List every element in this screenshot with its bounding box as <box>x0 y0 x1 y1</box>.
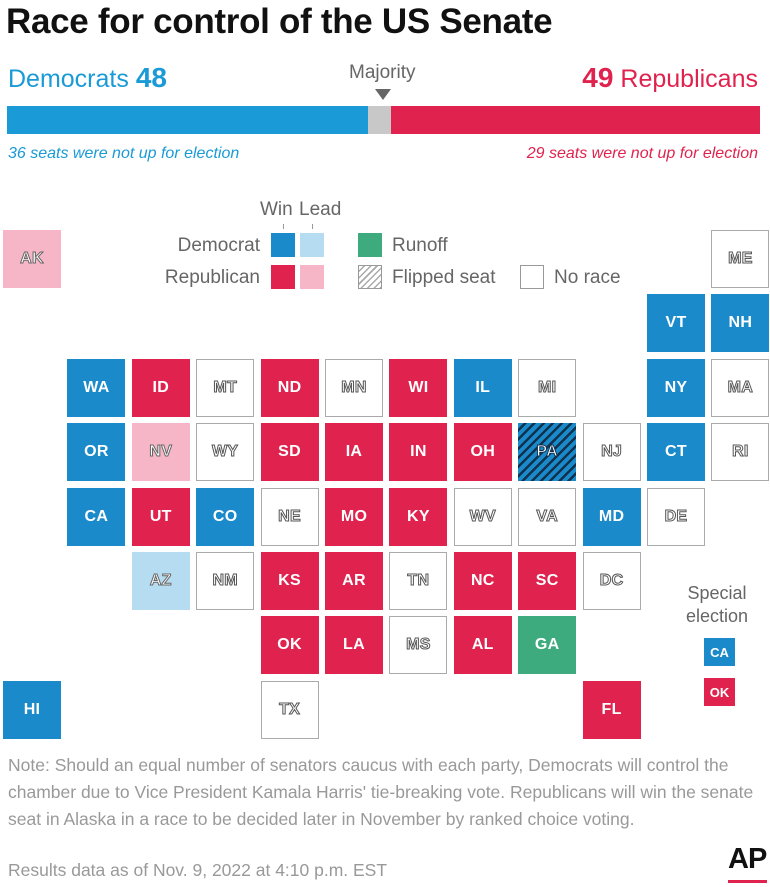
state-tile-sc: SC <box>518 552 577 610</box>
state-tile-nm: NM <box>196 552 255 610</box>
ap-logo: AP <box>728 843 767 875</box>
state-tile-wv: WV <box>453 487 512 546</box>
state-tile-pa: PA <box>518 423 577 482</box>
special-tile-ok: OK <box>704 678 735 706</box>
special-tile-ca: CA <box>704 638 735 666</box>
state-tile-ak: AK <box>3 230 61 288</box>
republicans-not-up-note: 29 seats were not up for election <box>526 145 758 162</box>
state-tile-nc: NC <box>453 552 512 610</box>
legend-democrat-lead-swatch <box>300 233 324 257</box>
state-tile-oh: OH <box>453 423 512 482</box>
legend-republican-win-swatch <box>271 265 295 289</box>
state-tile-or: OR <box>67 423 126 482</box>
footnote: Note: Should an equal number of senators… <box>8 755 754 829</box>
state-tile-sd: SD <box>260 423 319 482</box>
state-tile-md: MD <box>582 487 641 546</box>
special-election-line2: election <box>685 606 749 626</box>
state-tile-in: IN <box>389 423 448 482</box>
legend-democrat-label: Democrat <box>177 235 260 256</box>
state-tile-dc: DC <box>582 552 641 610</box>
state-tile-nd: ND <box>260 358 319 417</box>
legend-no-race-swatch <box>520 265 544 289</box>
democrats-seat-count: 48 <box>135 62 167 93</box>
majority-label: Majority <box>349 62 416 83</box>
seat-bar-democrats <box>7 106 369 134</box>
state-tile-wy: WY <box>196 423 255 482</box>
state-tile-ca: CA <box>67 487 126 546</box>
legend-flipped-label: Flipped seat <box>392 267 496 288</box>
state-tile-tx: TX <box>260 680 319 739</box>
legend-flipped-swatch <box>358 265 382 289</box>
state-tile-ny: NY <box>647 358 705 417</box>
republicans-seat-count: 49 <box>582 62 614 93</box>
democrats-label: Democrats <box>8 65 129 93</box>
legend-no-race-label: No race <box>554 267 621 288</box>
state-tile-ar: AR <box>325 552 383 610</box>
state-tile-il: IL <box>453 358 512 417</box>
state-tile-mi: MI <box>518 358 577 417</box>
legend-democrat-win-swatch <box>271 233 295 257</box>
state-tile-tn: TN <box>389 552 448 610</box>
republicans-label: Republicans <box>620 65 758 93</box>
state-tile-ga: GA <box>518 616 577 675</box>
state-tile-va: VA <box>518 487 577 546</box>
state-tile-ri: RI <box>711 423 770 482</box>
state-tile-al: AL <box>453 616 512 675</box>
results-timestamp: Results data as of Nov. 9, 2022 at 4:10 … <box>8 860 388 880</box>
seat-bar <box>7 106 760 134</box>
state-tile-ut: UT <box>131 487 190 546</box>
legend-win-label: Win <box>260 199 293 220</box>
state-tile-ma: MA <box>711 358 770 417</box>
state-tile-vt: VT <box>647 294 705 353</box>
legend-win-tick <box>283 224 284 229</box>
page-title: Race for control of the US Senate <box>6 2 553 41</box>
legend-lead-tick <box>312 224 313 229</box>
state-tile-co: CO <box>196 487 255 546</box>
state-tile-ne: NE <box>260 487 319 546</box>
state-tile-fl: FL <box>582 680 641 739</box>
majority-arrow-icon <box>375 89 391 100</box>
state-tile-ms: MS <box>389 616 448 675</box>
special-election-line1: Special <box>687 583 747 603</box>
state-tile-ia: IA <box>325 423 383 482</box>
state-tile-la: LA <box>325 616 383 675</box>
seat-bar-undecided <box>368 106 392 134</box>
state-tile-id: ID <box>131 358 190 417</box>
state-tile-ky: KY <box>389 487 448 546</box>
legend-runoff-swatch <box>358 233 382 257</box>
state-tile-mt: MT <box>196 358 255 417</box>
special-election-label: Special election <box>676 582 758 628</box>
state-tile-de: DE <box>647 487 705 546</box>
state-tile-nj: NJ <box>582 423 641 482</box>
state-tile-hi: HI <box>3 680 61 739</box>
state-tile-me: ME <box>711 230 770 288</box>
legend-republican-lead-swatch <box>300 265 324 289</box>
state-tile-ks: KS <box>260 552 319 610</box>
state-tile-nh: NH <box>711 294 770 353</box>
democrats-total: Democrats 48 <box>8 62 167 94</box>
state-tile-az: AZ <box>131 552 190 610</box>
state-tile-wa: WA <box>67 358 126 417</box>
state-tile-ok: OK <box>260 616 319 675</box>
ap-logo-underline <box>728 880 767 883</box>
legend-runoff-label: Runoff <box>392 235 448 256</box>
state-tile-ct: CT <box>647 423 705 482</box>
democrats-not-up-note: 36 seats were not up for election <box>8 145 240 162</box>
state-tile-mo: MO <box>325 487 383 546</box>
state-tile-wi: WI <box>389 358 448 417</box>
legend-lead-label: Lead <box>299 199 342 220</box>
state-tile-nv: NV <box>131 423 190 482</box>
seat-bar-republicans <box>391 106 760 134</box>
legend-republican-label: Republican <box>164 267 260 288</box>
state-tile-mn: MN <box>325 358 383 417</box>
republicans-total: 49 Republicans <box>582 62 758 94</box>
